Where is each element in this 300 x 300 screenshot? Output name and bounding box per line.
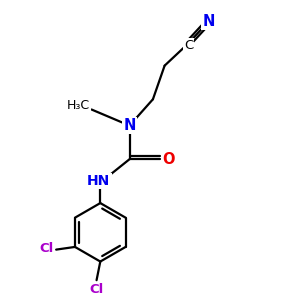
Text: H₃C: H₃C [67, 99, 90, 112]
Text: HN: HN [87, 174, 110, 188]
Text: N: N [123, 118, 136, 133]
Text: O: O [162, 152, 175, 167]
Text: N: N [202, 14, 215, 29]
Text: Cl: Cl [40, 242, 54, 255]
Text: C: C [184, 39, 193, 52]
Text: Cl: Cl [89, 283, 104, 296]
